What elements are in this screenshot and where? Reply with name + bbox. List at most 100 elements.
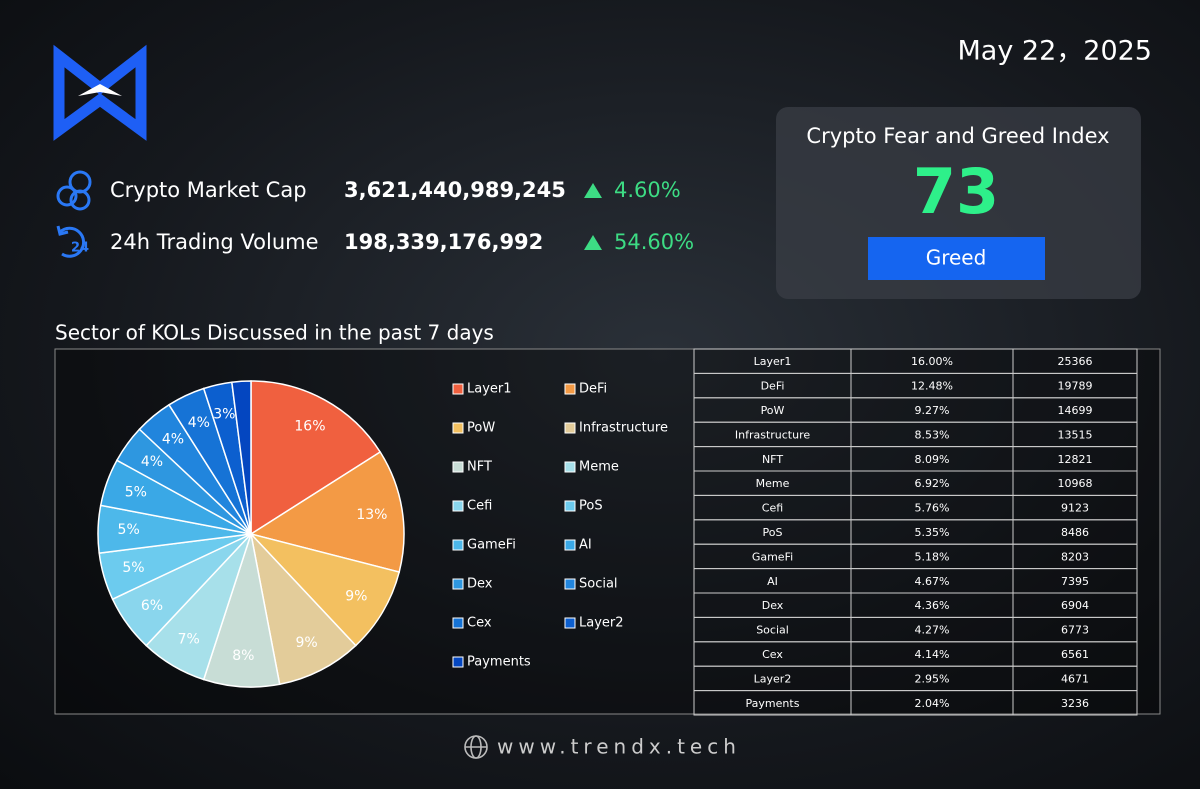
slice-label: 5% [118,522,140,538]
legend-swatch [452,500,464,512]
slice-label: 8% [232,648,254,664]
globe-icon [464,735,488,759]
table-cell: Infrastructure [735,428,811,441]
table-cell: Dex [762,599,784,612]
date: May 22，2025 [958,36,1152,67]
pie-slice [249,450,405,573]
slice-label: 4% [162,432,184,448]
stat-label: 24h Trading Volume [110,230,319,254]
table-cell: 8.09% [915,453,950,466]
legend-label: Infrastructure [579,421,668,436]
slice-label: 9% [295,635,317,651]
legend-swatch [564,422,576,434]
table-cell: Cefi [762,502,783,515]
table-cell: 2.04% [915,697,950,710]
table-cell: 5.18% [915,550,950,563]
legend-swatch [452,461,464,473]
slice-label: 16% [294,419,325,435]
legend-label: Layer2 [579,616,624,631]
legend-swatch [452,539,464,551]
table-cell: 12.48% [911,380,953,393]
legend-label: AI [579,538,592,553]
table-cell: 6904 [1061,599,1089,612]
table-cell: 6.92% [915,477,950,490]
legend-swatch [564,539,576,551]
table-cell: 6561 [1061,648,1089,661]
index-badge [868,237,1045,280]
table-cell: 5.76% [915,502,950,515]
table-cell: 8.53% [915,428,950,441]
table-cell: 7395 [1061,575,1089,588]
up-arrow [584,235,602,250]
stat-value: 3,621,440,989,245 [344,178,566,202]
table-cell: 4.36% [915,599,950,612]
legend-label: Social [579,577,618,592]
table-cell: 9.27% [915,404,950,417]
legend-swatch [564,461,576,473]
table-cell: 14699 [1058,404,1093,417]
table-cell: 8203 [1061,550,1089,563]
table-cell: 4671 [1061,672,1089,685]
legend-label: Payments [467,655,531,670]
legend-swatch [452,383,464,395]
table-cell: Meme [756,477,790,490]
legend-label: GameFi [467,538,516,553]
slice-label: 6% [141,598,163,614]
legend-swatch [452,578,464,590]
legend-label: PoS [579,499,603,514]
slice-label: 5% [122,560,144,576]
table-cell: AI [767,575,778,588]
stat-icon-text: 24 [71,241,89,256]
legend-swatch [452,656,464,668]
table-cell: 3236 [1061,697,1089,710]
table-cell: 13515 [1058,428,1093,441]
table-cell: PoS [763,526,783,539]
legend-swatch [564,383,576,395]
table-cell: 19789 [1058,380,1093,393]
logo [53,44,147,141]
table-cell: 9123 [1061,502,1089,515]
table-cell: NFT [762,453,783,466]
index-card [776,107,1141,299]
table-cell: Layer2 [754,672,792,685]
table-cell: 4.14% [915,648,950,661]
table-row [693,690,1138,716]
legend-swatch [564,617,576,629]
stat-label: Crypto Market Cap [110,178,307,202]
slice-label: 9% [345,588,367,604]
table-cell: Payments [746,697,800,710]
legend-swatch [452,422,464,434]
chart-title: Sector of KOLs Discussed in the past 7 d… [55,321,494,345]
table-cell: GameFi [752,550,793,563]
slice-label: 13% [356,507,387,523]
legend-label: PoW [467,421,495,436]
table-cell: 25366 [1058,355,1093,368]
table-cell: 12821 [1058,453,1093,466]
table-cell: Layer1 [754,355,792,368]
table-cell: Social [756,624,789,637]
slice-label: 3% [213,407,235,423]
pie-slice [248,532,401,647]
stat-value: 198,339,176,992 [344,230,543,254]
stat-change: 4.60% [614,178,681,202]
table-cell: 5.35% [915,526,950,539]
footer-url: www.trendx.tech [497,735,741,759]
table-cell: 10968 [1058,477,1093,490]
stat-change: 54.60% [614,230,694,254]
legend-swatch [564,578,576,590]
chart-layer: 16%13%9%9%8%7%6%5%5%5%4%4%4%3%Layer1 DeFi… [97,348,1138,716]
index-label: Greed [926,246,987,270]
legend-label: Layer1 [467,382,512,397]
slice-label: 7% [178,631,200,647]
pie-slice [250,380,382,536]
legend-label: Dex [467,577,493,592]
table-cell: Cex [762,648,783,661]
table-cell: 16.00% [911,355,953,368]
stat-icon [56,170,92,258]
table-cell: 6773 [1061,624,1089,637]
legend-label: NFT [467,460,492,475]
pie-slice [230,380,252,535]
legend-swatch [564,500,576,512]
pie-slice [249,531,357,686]
